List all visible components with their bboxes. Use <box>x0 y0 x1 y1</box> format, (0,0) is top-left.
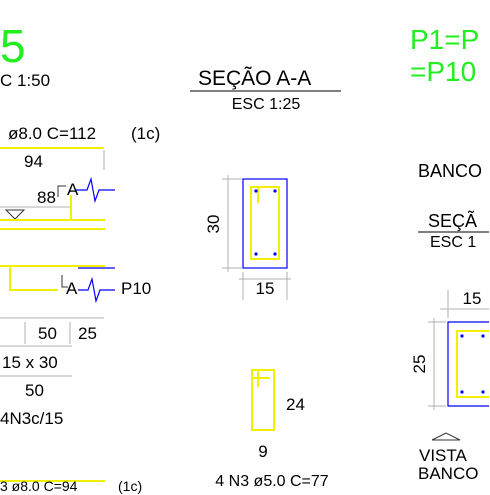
beam-elevation-detail: 5 C 1:50 ø8.0 C=112 (1c) 94 88 A A P10 5… <box>0 20 160 494</box>
bank-stirrup <box>456 330 489 398</box>
section-concrete-outline <box>242 178 288 269</box>
section-a-a: SEÇÃO A-A ESC 1:25 30 15 24 9 4 N3 ø5.0 … <box>190 66 341 490</box>
section-title: SEÇÃO A-A <box>198 66 311 90</box>
pillar-title-line1: P1=P <box>410 24 479 55</box>
pillar-label: P10 <box>121 279 151 298</box>
rebar-dot <box>273 189 277 193</box>
section-scale: ESC 1:25 <box>232 96 301 113</box>
dim-88-label: 88 <box>37 188 56 207</box>
view-marker-icon <box>431 432 461 441</box>
rebar-dot <box>254 252 258 256</box>
detail-number: 5 <box>0 20 26 72</box>
bank-height-label: 25 <box>410 355 429 374</box>
detail-scale: C 1:50 <box>0 71 50 90</box>
section-width-label: 15 <box>256 279 275 298</box>
dim-94-label: 94 <box>24 152 43 171</box>
bank-label: BANCO <box>418 161 482 181</box>
bottom-bar-count: (1c) <box>118 478 142 494</box>
bank-width-label: 15 <box>463 289 482 308</box>
bank-concrete-outline <box>447 321 489 407</box>
break-line-bottom <box>78 276 115 304</box>
rebar-dot <box>460 390 464 394</box>
dim-50-label-second: 50 <box>25 381 44 400</box>
view-label-line1: VISTA <box>419 446 468 465</box>
rebar-dot <box>481 334 485 338</box>
top-bar-spec: ø8.0 C=112 <box>8 124 96 143</box>
rebar-dot <box>460 334 464 338</box>
dim-25-label: 25 <box>78 324 97 343</box>
bank-section-scale: ESC 1 <box>430 234 476 251</box>
top-bar-count: (1c) <box>131 124 160 143</box>
bank-detail: P1=P =P10 BANCO SEÇÃ ESC 1 15 25 VISTA B… <box>410 24 489 483</box>
break-line-top <box>76 176 115 204</box>
bank-section-title: SEÇÃ <box>428 210 477 231</box>
bottom-rebar-hook <box>9 266 58 291</box>
rebar-dot <box>273 252 277 256</box>
section-cut-hook-bottom <box>61 275 68 288</box>
section-cut-hook-top <box>57 185 66 197</box>
section-mark-top: A <box>67 180 79 199</box>
beam-size-label: 15 x 30 <box>2 353 58 372</box>
stirrups-spec: 4N3c/15 <box>0 409 63 428</box>
stirrup-spec: 4 N3 ø5.0 C=77 <box>215 473 329 490</box>
level-marker-icon <box>4 209 26 220</box>
bottom-bar-spec: 3 ø8.0 C=94 <box>0 478 78 494</box>
view-label-line2: BANCO <box>418 464 478 483</box>
rebar-dot <box>481 390 485 394</box>
section-height-label: 30 <box>204 215 223 234</box>
stirrup-width-label: 9 <box>258 442 267 461</box>
rebar-dot <box>254 189 258 193</box>
stirrup-height-label: 24 <box>286 395 305 414</box>
stirrup-shape <box>251 369 275 431</box>
section-stirrup <box>250 186 280 260</box>
dim-50-label: 50 <box>38 324 57 343</box>
pillar-title-line2: =P10 <box>410 56 476 87</box>
section-mark-bottom: A <box>66 279 78 298</box>
